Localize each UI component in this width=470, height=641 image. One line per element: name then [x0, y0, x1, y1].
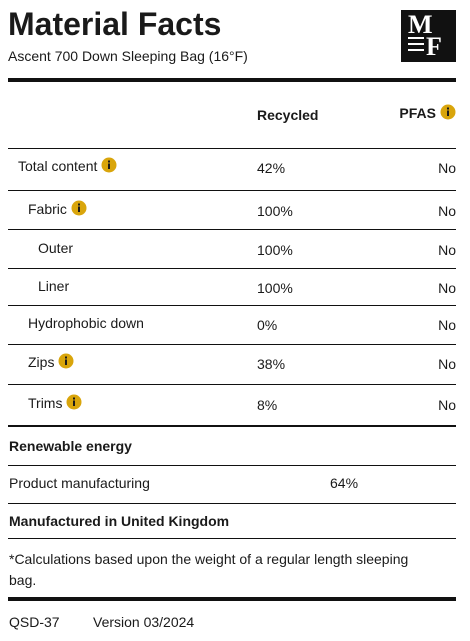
row-label-text: Total content: [18, 158, 98, 174]
subtitle: Ascent 700 Down Sleeping Bag (16°F): [8, 48, 248, 64]
rule: [8, 465, 456, 466]
title: Material Facts: [8, 6, 222, 42]
row-label: Fabric: [28, 200, 87, 218]
row-label: Zips: [28, 353, 74, 371]
logo-rule: [408, 37, 424, 39]
rule: [8, 148, 456, 149]
logo: M F: [401, 10, 456, 62]
recycled-value: 38%: [257, 356, 286, 372]
rule: [8, 538, 456, 539]
pfas-value: No: [438, 280, 456, 296]
rule: [8, 344, 456, 345]
column-header-text: PFAS: [399, 105, 436, 121]
row-label-text: Outer: [38, 240, 74, 256]
rule: [8, 268, 456, 269]
row-label-text: Liner: [38, 278, 70, 294]
rule: [8, 305, 456, 306]
section-title: Renewable energy: [9, 438, 132, 454]
pfas-value: No: [438, 397, 456, 413]
rule: [8, 597, 456, 601]
pfas-value: No: [438, 356, 456, 372]
logo-m: M: [408, 10, 433, 39]
recycled-value: 0%: [257, 317, 278, 333]
info-icon[interactable]: [440, 104, 456, 120]
row-value: 64%: [330, 475, 359, 491]
logo-rule: [408, 49, 424, 51]
row-label: Total content: [18, 157, 117, 175]
column-header: PFAS: [399, 104, 456, 122]
row-label: Hydrophobic down: [28, 314, 144, 332]
logo-f: F: [426, 32, 442, 61]
row-label: Product manufacturing: [9, 475, 150, 491]
info-icon[interactable]: [71, 200, 87, 216]
row-label: Liner: [38, 277, 69, 295]
origin: Manufactured in United Kingdom: [9, 513, 230, 529]
pfas-value: No: [438, 242, 456, 258]
recycled-value: 100%: [257, 203, 293, 219]
pfas-value: No: [438, 203, 456, 219]
recycled-value: 42%: [257, 160, 286, 176]
rule: [8, 229, 456, 230]
rule: [8, 384, 456, 385]
rule: [8, 425, 456, 427]
row-label: Outer: [38, 239, 73, 257]
row-label-text: Hydrophobic down: [28, 315, 144, 331]
logo-rule: [408, 43, 424, 45]
rule: [8, 190, 456, 191]
recycled-value: 100%: [257, 280, 293, 296]
row-label: Trims: [28, 394, 82, 412]
row-label-text: Fabric: [28, 201, 67, 217]
recycled-value: 100%: [257, 242, 293, 258]
pfas-value: No: [438, 317, 456, 333]
info-icon[interactable]: [66, 394, 82, 410]
pfas-value: No: [438, 160, 456, 176]
note: *Calculations based upon the weight of a…: [9, 551, 409, 588]
info-icon[interactable]: [58, 353, 74, 369]
footer-code: QSD-37: [9, 614, 60, 630]
footer-version: Version 03/2024: [93, 614, 195, 630]
row-label-text: Zips: [28, 354, 55, 370]
column-header: Recycled: [257, 107, 319, 123]
rule: [8, 78, 456, 82]
row-label-text: Trims: [28, 395, 63, 411]
info-icon[interactable]: [101, 157, 117, 173]
rule: [8, 503, 456, 504]
recycled-value: 8%: [257, 397, 278, 413]
